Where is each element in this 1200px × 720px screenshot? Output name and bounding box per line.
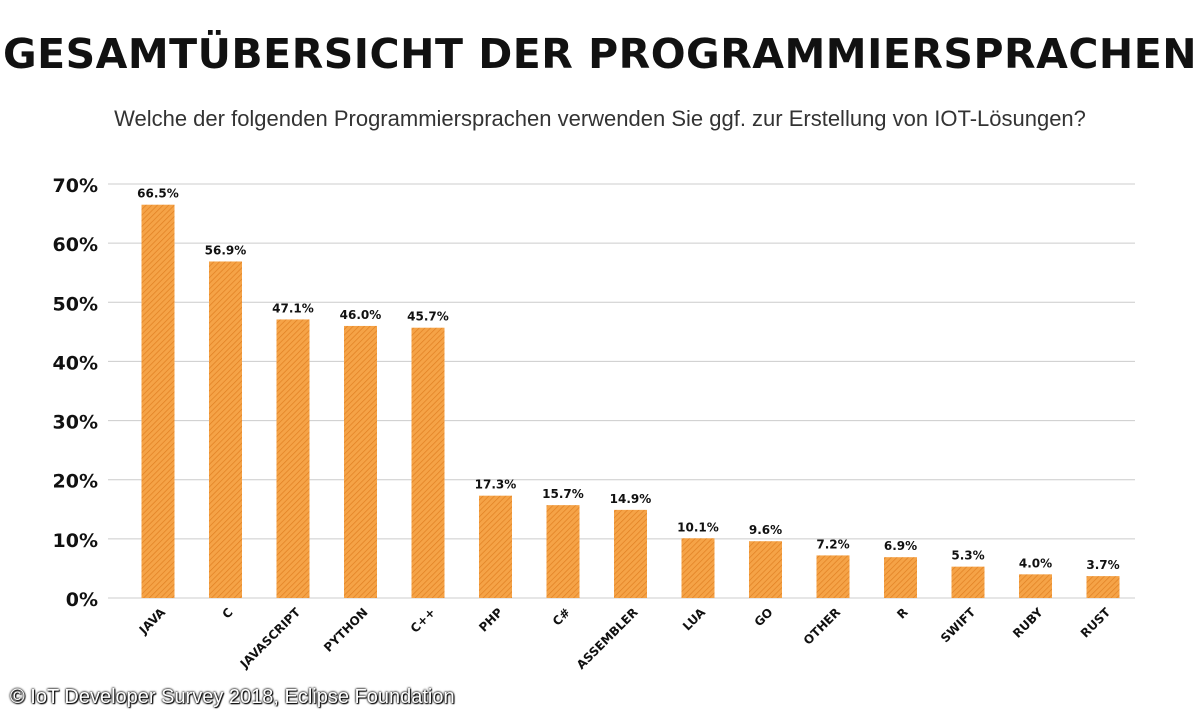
bar	[276, 319, 310, 598]
y-tick-label: 20%	[53, 471, 98, 493]
y-tick-label: 60%	[53, 234, 98, 256]
bar	[681, 538, 715, 598]
value-label: 66.5%	[137, 187, 179, 201]
x-tick-label: RUST	[1078, 605, 1114, 641]
bar	[344, 325, 377, 598]
value-label: 3.7%	[1086, 558, 1119, 572]
bar	[1019, 574, 1052, 598]
value-label: 45.7%	[407, 310, 449, 324]
x-tick-label: LUA	[680, 605, 709, 634]
bar	[546, 505, 580, 598]
y-tick-label: 70%	[53, 175, 98, 197]
x-tick-label: C	[219, 605, 235, 621]
x-tick-label: JAVA	[136, 605, 169, 638]
bar	[614, 509, 647, 598]
x-tick-label: PYTHON	[321, 605, 370, 654]
bar	[411, 327, 445, 598]
value-label: 14.9%	[610, 492, 652, 506]
y-tick-label: 50%	[53, 293, 98, 315]
chart-title: GESAMTÜBERSICHT DER PROGRAMMIERSPRACHEN	[2, 30, 1198, 78]
bar	[951, 566, 985, 598]
y-tick-label: 30%	[53, 412, 98, 434]
x-tick-label: C#	[550, 605, 573, 628]
chart-subtitle: Welche der folgenden Programmiersprachen…	[114, 106, 1086, 131]
x-tick-label: ASSEMBLER	[574, 605, 641, 672]
y-tick-label: 40%	[53, 352, 98, 374]
bar	[1086, 576, 1120, 598]
bar	[884, 557, 917, 598]
bar	[816, 555, 850, 598]
source-credit: © IoT Developer Survey 2018, Eclipse Fou…	[10, 686, 455, 708]
value-label: 46.0%	[340, 308, 382, 322]
x-tick-label: RUBY	[1010, 605, 1046, 641]
x-tick-label: OTHER	[801, 605, 843, 647]
value-label: 9.6%	[749, 523, 782, 537]
value-label: 7.2%	[816, 537, 849, 551]
value-label: 47.1%	[272, 301, 314, 315]
x-tick-label: SWIFT	[938, 605, 979, 646]
bar	[141, 204, 175, 598]
value-label: 17.3%	[475, 478, 517, 492]
value-label: 6.9%	[884, 539, 917, 553]
value-label: 10.1%	[677, 520, 719, 534]
bar	[749, 541, 782, 598]
y-tick-label: 10%	[53, 530, 98, 552]
x-tick-label: JAVASCRIPT	[237, 605, 304, 672]
x-tick-label: PHP	[476, 605, 506, 635]
bar	[209, 261, 242, 598]
value-label: 56.9%	[205, 243, 247, 257]
y-tick-label: 0%	[66, 589, 98, 611]
x-tick-label: GO	[752, 605, 776, 629]
value-label: 4.0%	[1019, 556, 1052, 570]
x-tick-label: R	[894, 605, 910, 621]
value-label: 15.7%	[542, 487, 584, 501]
value-label: 5.3%	[951, 549, 984, 563]
bar	[479, 495, 512, 598]
x-tick-label: C++	[408, 605, 438, 635]
